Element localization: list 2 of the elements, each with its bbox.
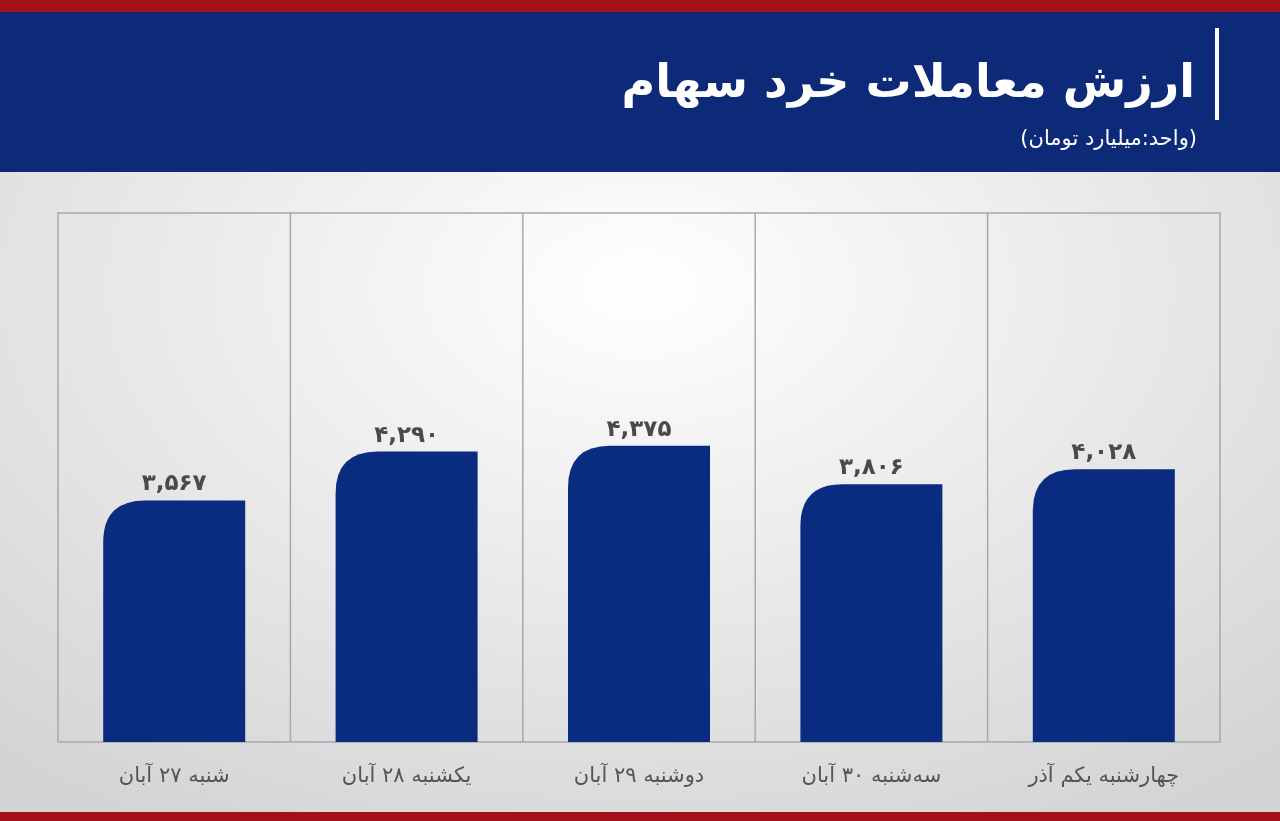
subtitle: (واحد:میلیارد تومان) [1020, 126, 1197, 150]
title: ارزش معاملات خرد سهام [621, 54, 1195, 108]
